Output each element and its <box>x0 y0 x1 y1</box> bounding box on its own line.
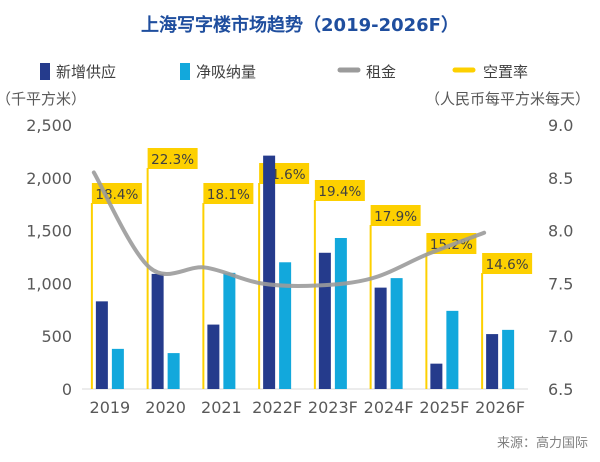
legend-label-new-supply: 新增供应 <box>56 63 116 81</box>
bar-net-absorption <box>279 262 292 389</box>
legend-swatch-net-absorption <box>180 63 190 80</box>
y-left-tick-label: 2,000 <box>26 169 72 188</box>
y-left-tick-label: 1,000 <box>26 274 72 293</box>
bar-new-supply <box>151 273 164 389</box>
bar-new-supply <box>207 324 220 389</box>
bar-net-absorption <box>334 237 347 389</box>
legend-label-net-absorption: 净吸纳量 <box>196 63 256 81</box>
y-right-tick-label: 6.5 <box>548 380 573 399</box>
bar-net-absorption <box>502 329 515 389</box>
legend: 新增供应 净吸纳量 租金 空置率 <box>40 63 528 81</box>
vacancy-label-box <box>482 253 533 274</box>
y-left-tick-label: 2,500 <box>26 116 72 135</box>
legend-swatch-new-supply <box>40 63 50 80</box>
bar-net-absorption <box>111 348 124 389</box>
x-tick-label: 2021 <box>201 398 242 417</box>
y-right-tick-label: 8.0 <box>548 222 573 241</box>
chart-title: 上海写字楼市场趋势（2019-2026F） <box>141 14 459 36</box>
rent-line-layer <box>91 170 487 289</box>
x-tick-label: 2026F <box>475 398 525 417</box>
y-left-tick-label: 1,500 <box>26 222 72 241</box>
y-left-axis-label: （千平方米） <box>0 90 86 108</box>
bar-new-supply <box>486 334 499 389</box>
vacancy-label-box <box>147 148 198 169</box>
y-right-axis-label: （人民币每平方米每天） <box>425 90 590 108</box>
x-tick-label: 2025F <box>419 398 469 417</box>
y-right-tick-label: 7.5 <box>548 274 573 293</box>
x-tick-label: 2023F <box>308 398 358 417</box>
source-note: 来源：高力国际 <box>497 435 588 451</box>
x-tick-label: 2020 <box>145 398 186 417</box>
x-tick-label: 2024F <box>364 398 414 417</box>
bar-new-supply <box>263 155 276 389</box>
vacancy-label: 14.6% <box>486 257 529 273</box>
labels: 0 500 1,000 1,500 2,000 2,500 6.5 7.0 7.5 8.0 8.5 9… <box>26 116 573 417</box>
bar-net-absorption <box>446 310 459 389</box>
bar-new-supply <box>430 363 443 389</box>
legend-label-rent: 租金 <box>366 63 396 81</box>
bar-net-absorption <box>167 353 180 389</box>
vacancy-label-box <box>370 205 421 226</box>
y-right-tick-label: 9.0 <box>548 116 573 135</box>
bars <box>95 155 515 389</box>
x-tick-label: 2022F <box>252 398 302 417</box>
bar-net-absorption <box>390 278 403 389</box>
vacancy-label-box <box>203 183 254 204</box>
y-right-tick-label: 7.0 <box>548 327 573 346</box>
vacancy-label: 17.9% <box>374 209 417 225</box>
rent-line <box>91 170 487 289</box>
vacancy-label: 18.1% <box>207 187 250 203</box>
vacancy-label: 19.4% <box>318 184 361 200</box>
bar-net-absorption <box>223 272 236 389</box>
bar-new-supply <box>95 301 108 389</box>
legend-label-vacancy: 空置率 <box>483 63 528 81</box>
bar-new-supply <box>374 287 387 389</box>
y-left-tick-label: 500 <box>41 327 72 346</box>
y-right-tick-label: 8.5 <box>548 169 573 188</box>
vacancy-label: 22.3% <box>151 152 194 168</box>
x-tick-label: 2019 <box>90 398 131 417</box>
y-left-tick-label: 0 <box>62 380 72 399</box>
vacancy-label-box <box>91 183 142 204</box>
vacancy-label-box <box>314 180 365 201</box>
bar-new-supply <box>318 252 331 389</box>
